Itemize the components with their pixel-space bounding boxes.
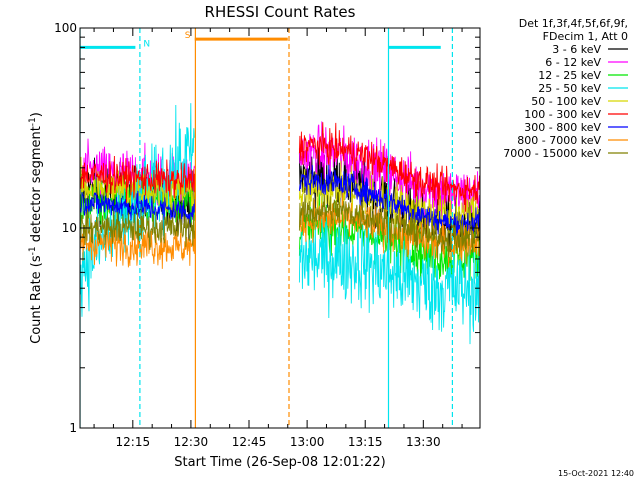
footer-timestamp: 15-Oct-2021 12:40: [558, 469, 634, 478]
x-axis: 12:15 12:30 12:45 13:00 13:15 13:30: [93, 28, 463, 449]
legend-label-6-12-kev: 6 - 12 keV: [545, 56, 601, 69]
series-300-800-kev-segment-2: [298, 164, 480, 243]
series-100-300-kev-segment-1: [80, 155, 196, 203]
y-tick-label-100: 100: [54, 21, 77, 35]
x-tick-label-1245: 12:45: [232, 435, 267, 449]
y-tick-label-1: 1: [69, 421, 77, 435]
legend-label-100-300-kev: 100 - 300 keV: [524, 108, 601, 121]
x-tick-label-1315: 13:15: [348, 435, 383, 449]
legend-label-25-50-kev: 25 - 50 keV: [538, 82, 601, 95]
flag-label-n: N: [143, 39, 150, 49]
x-tick-label-1230: 12:30: [174, 435, 209, 449]
y-tick-label-10: 10: [62, 221, 77, 235]
legend-label-12-25-kev: 12 - 25 keV: [538, 69, 601, 82]
plot-area: NS: [80, 28, 480, 428]
x-tick-label-1330: 13:30: [406, 435, 441, 449]
series-25-50-kev-segment-2: [298, 194, 480, 345]
legend: Det 1f,3f,4f,5f,6f,9f, FDecim 1, Att 0 3…: [503, 17, 628, 160]
x-tick-label-1215: 12:15: [116, 435, 151, 449]
legend-header-line-1: Det 1f,3f,4f,5f,6f,9f,: [519, 17, 628, 30]
y-axis-label-exp-2: -1: [28, 117, 38, 126]
series-300-800-kev-segment-1: [80, 190, 196, 224]
series-7000-15000-kev-segment-2: [298, 193, 480, 260]
legend-label-800-7000-kev: 800 - 7000 keV: [517, 134, 601, 147]
legend-label-50-100-kev: 50 - 100 keV: [531, 95, 601, 108]
y-axis-label-end: ): [29, 112, 44, 117]
plot-contents: NS: [80, 28, 480, 428]
x-axis-label: Start Time (26-Sep-08 12:01:22): [174, 455, 385, 470]
legend-header-line-2: FDecim 1, Att 0: [543, 30, 628, 43]
x-tick-label-1300: 13:00: [290, 435, 325, 449]
series-100-300-kev-segment-2: [298, 122, 480, 212]
legend-label-300-800-kev: 300 - 800 keV: [524, 121, 601, 134]
y-axis-label-main: Count Rate (s: [29, 255, 44, 344]
flag-label-s: S: [185, 31, 191, 41]
y-axis-label-exp-1: -1: [28, 246, 38, 255]
y-axis: 1 10 100: [54, 21, 480, 435]
y-axis-label-mid: detector segment: [29, 126, 44, 246]
legend-label-7000-15000-kev: 7000 - 15000 keV: [503, 147, 601, 160]
y-axis-label: Count Rate (s-1 detector segment-1): [28, 112, 44, 344]
series-7000-15000-kev-segment-1: [80, 208, 196, 250]
legend-label-3-6-kev: 3 - 6 keV: [552, 43, 601, 56]
chart-title: RHESSI Count Rates: [205, 3, 356, 21]
